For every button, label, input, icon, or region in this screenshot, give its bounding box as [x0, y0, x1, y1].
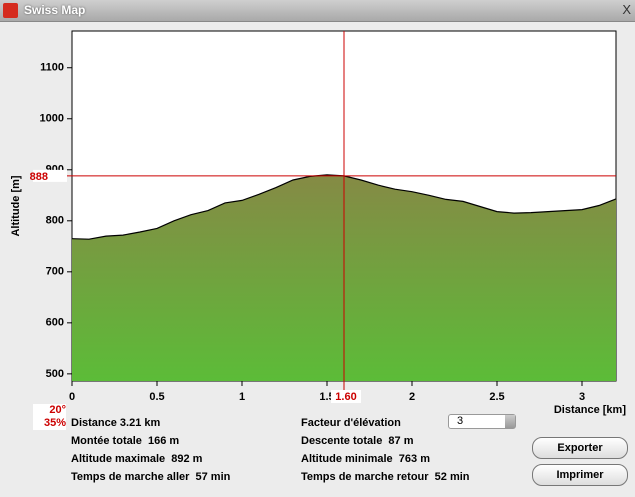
crosshair-x-label-box [331, 390, 361, 403]
slope-percent: 35% [43, 417, 66, 429]
title-bar: Swiss Map X [0, 0, 635, 22]
x-axis-label: Distance [km] [554, 404, 626, 416]
crosshair-x-label: 1.60 [335, 391, 356, 403]
x-tick-label: 0.5 [149, 391, 164, 403]
y-tick-label: 700 [46, 266, 64, 278]
window-title: Swiss Map [24, 3, 86, 17]
chart: Altitude [m] Distance [km] 5006007008009… [10, 30, 626, 416]
x-tick-label: 0 [69, 391, 75, 403]
x-tick-label: 2 [409, 391, 415, 403]
x-tick-label: 2.5 [489, 391, 504, 403]
close-button[interactable]: X [622, 2, 631, 17]
y-tick-label: 800 [46, 215, 64, 227]
stat: Temps de marche retour 52 min [301, 471, 470, 483]
y-tick-label: 600 [46, 317, 64, 329]
elevation-factor-select[interactable]: 3 [448, 414, 516, 429]
stat: Descente totale 87 m [301, 435, 414, 447]
x-tick-label: 1.5 [319, 391, 334, 403]
crosshair-y-label: 888 [30, 171, 48, 183]
crosshair-y-label-box [33, 169, 67, 182]
stat: Distance 3.21 km [71, 417, 161, 429]
app-icon [3, 3, 18, 18]
stat: Altitude maximale 892 m [71, 453, 203, 465]
slope-angle: 20° [49, 404, 66, 416]
y-tick-label: 1100 [40, 62, 64, 74]
x-tick-label: 1 [239, 391, 245, 403]
export-button[interactable]: Exporter [532, 437, 628, 459]
slope-box: 20° 35% [33, 404, 66, 430]
stat: Altitude minimale 763 m [301, 453, 430, 465]
stat: Facteur d'élévation [301, 417, 401, 429]
x-tick-label: 3 [579, 391, 585, 403]
print-button[interactable]: Imprimer [532, 464, 628, 486]
y-tick-label: 500 [46, 368, 64, 380]
stat: Temps de marche aller 57 min [71, 471, 231, 483]
y-axis-label: Altitude [m] [10, 175, 22, 236]
y-tick-label: 1000 [40, 113, 64, 125]
stat: Montée totale 166 m [71, 435, 180, 447]
